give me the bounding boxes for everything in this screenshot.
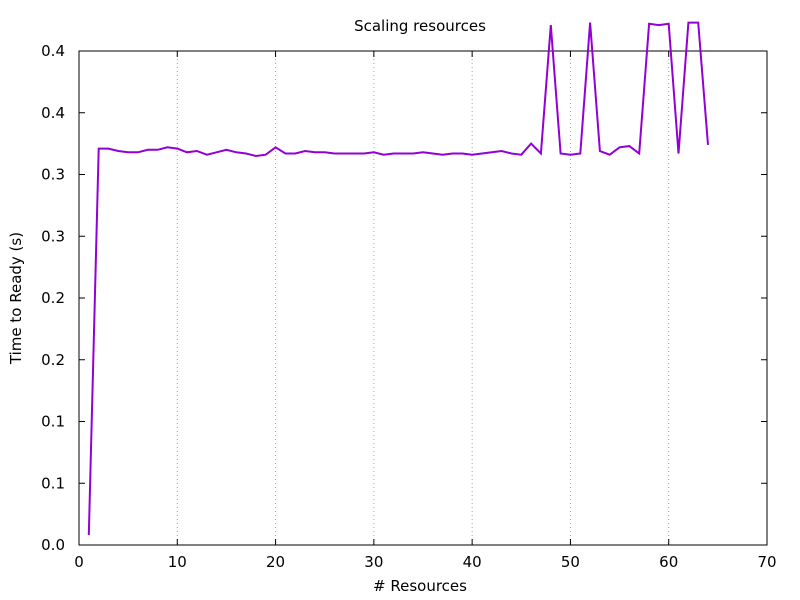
- y-tick-label: 0.0: [41, 536, 65, 554]
- chart-title: Scaling resources: [354, 17, 486, 35]
- y-tick-label: 0.2: [41, 351, 65, 369]
- y-axis-label: Time to Ready (s): [7, 232, 25, 365]
- x-tick-label: 10: [168, 553, 187, 571]
- x-tick-label: 70: [757, 553, 776, 571]
- x-tick-label: 0: [74, 553, 84, 571]
- axis-ticks: [78, 50, 768, 546]
- x-tick-label: 30: [364, 553, 383, 571]
- tick-labels: 0 10 20 30 40 50 60 70 0.0 0.1 0.1 0.2 0.2 0.3 0.3 0.4 0…: [41, 42, 776, 571]
- y-tick-label: 0.2: [41, 289, 65, 307]
- x-tick-label: 50: [561, 553, 580, 571]
- x-axis-label: # Resources: [373, 577, 467, 595]
- y-tick-label: 0.4: [41, 42, 65, 60]
- plot-area-frame: [78, 50, 768, 546]
- y-tick-label: 0.1: [41, 474, 65, 492]
- y-tick-label: 0.3: [41, 227, 65, 245]
- x-tick-label: 60: [659, 553, 678, 571]
- series-line: [87, 21, 709, 536]
- y-tick-label: 0.3: [41, 166, 65, 184]
- x-tick-label: 20: [266, 553, 285, 571]
- series-layer: [87, 21, 709, 536]
- y-tick-label: 0.4: [41, 104, 65, 122]
- y-tick-label: 0.1: [41, 413, 65, 431]
- grid: [176, 51, 670, 545]
- x-tick-label: 40: [463, 553, 482, 571]
